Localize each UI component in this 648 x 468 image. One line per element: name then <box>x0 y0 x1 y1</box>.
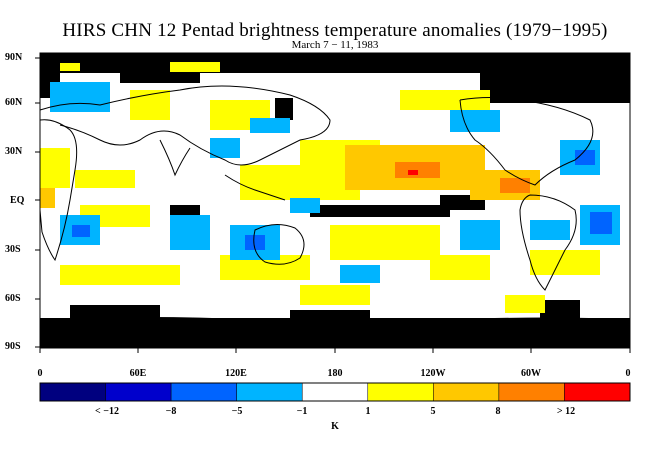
legend-label-3: −5 <box>231 406 243 417</box>
lat-label-30s: 30S <box>5 244 21 255</box>
legend-label-7: 8 <box>495 406 501 417</box>
legend-swatch-6 <box>367 382 434 402</box>
legend-label-4: −1 <box>296 406 308 417</box>
legend-swatches <box>39 382 631 402</box>
legend-swatch-3 <box>170 382 237 402</box>
lat-label-90n: 90N <box>5 52 23 63</box>
lon-label-120w: 120W <box>420 368 446 379</box>
lon-label-60w: 60W <box>521 368 541 379</box>
legend-swatch-1 <box>39 382 106 402</box>
legend-swatch-9 <box>564 382 631 402</box>
axis-ticks <box>35 57 631 353</box>
lat-label-60s: 60S <box>5 293 21 304</box>
legend-swatch-2 <box>105 382 172 402</box>
cold-anomaly-regions <box>50 82 620 283</box>
lon-label-0: 0 <box>37 368 43 379</box>
legend-label-8: > 12 <box>556 406 576 417</box>
legend-swatch-7 <box>433 382 500 402</box>
legend-swatch-8 <box>498 382 565 402</box>
lon-label-0-east: 0 <box>625 368 631 379</box>
legend-frame <box>39 382 631 402</box>
lat-label-90s: 90S <box>5 341 21 352</box>
lat-label-60n: 60N <box>5 97 23 108</box>
lat-label-30n: 30N <box>5 146 23 157</box>
legend-label-1: < −12 <box>95 406 119 417</box>
map-title: HIRS CHN 12 Pentad brightness temperatur… <box>62 20 608 41</box>
legend-swatch-5 <box>301 382 369 402</box>
map-subtitle: March 7 − 11, 1983 <box>291 39 379 51</box>
lon-label-60e: 60E <box>129 368 147 379</box>
lat-label-eq: EQ <box>10 195 25 206</box>
missing-data-regions <box>40 53 630 348</box>
legend-swatch-4 <box>236 382 303 402</box>
legend-label-6: 5 <box>430 406 436 417</box>
legend-unit: K <box>331 421 339 432</box>
coastlines <box>39 85 631 321</box>
lon-label-120e: 120E <box>225 368 247 379</box>
legend-label-2: −8 <box>165 406 177 417</box>
lon-label-180: 180 <box>327 368 343 379</box>
warm-anomaly-regions <box>40 62 600 313</box>
legend-label-5: 1 <box>365 406 371 417</box>
